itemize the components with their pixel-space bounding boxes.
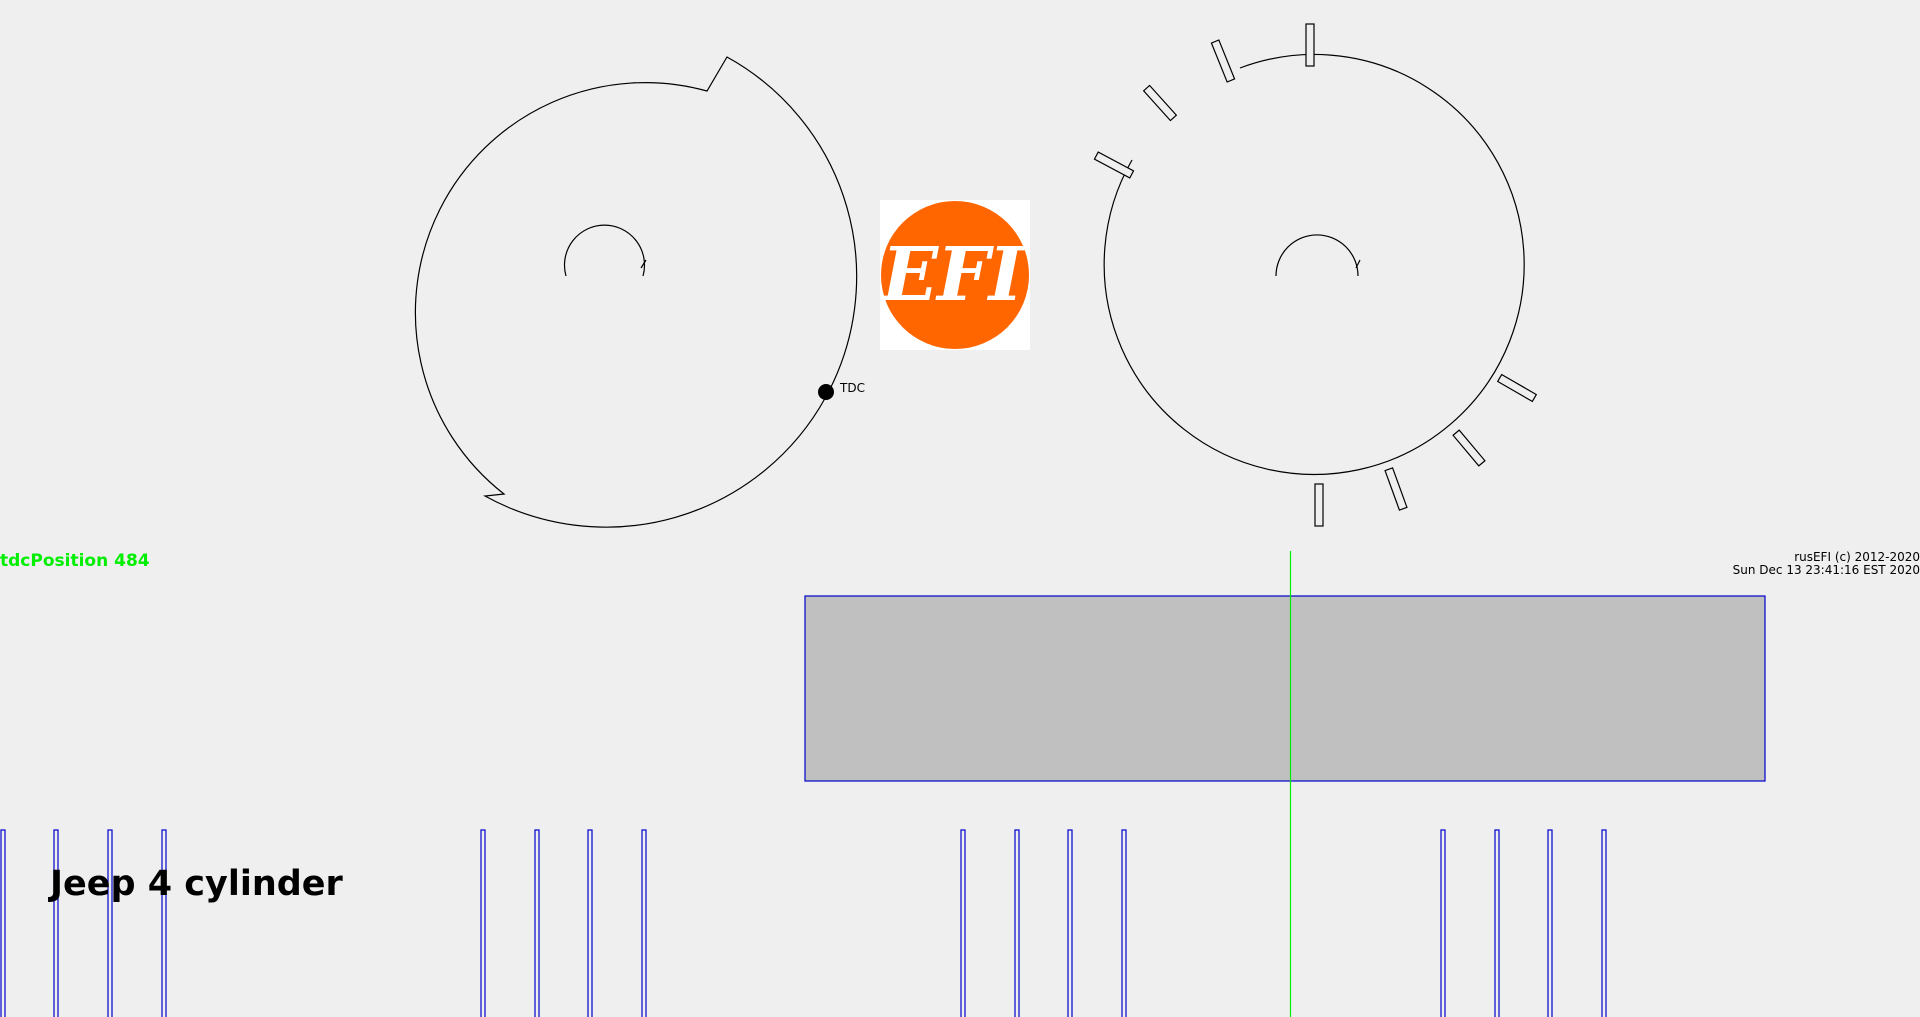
crank-pulse: [1601, 829, 1607, 1017]
crank-wheel-outline: [414, 56, 858, 528]
copyright-line: rusEFI (c) 2012-2020: [1794, 550, 1920, 564]
copyright: rusEFI (c) 2012-2020 Sun Dec 13 23:41:16…: [1733, 551, 1920, 577]
trigger-wheels: [414, 23, 1538, 528]
crank-pulse: [1067, 829, 1073, 1017]
crank-pulse: [587, 829, 593, 1017]
cam-rotation-arrow: [1275, 234, 1359, 277]
crank-pulse: [0, 829, 6, 1017]
cam-tooth: [1314, 483, 1324, 527]
tdc-label: TDC: [840, 381, 865, 395]
rusefi-logo: EFI: [880, 200, 1030, 350]
crank-wheel: [414, 56, 858, 528]
cam-tooth: [1142, 84, 1178, 122]
crank-pulse: [1121, 829, 1127, 1017]
cam-rotation-arrowhead: [1355, 259, 1361, 269]
crank-rotation-arrow: [563, 224, 646, 277]
crank-pulse: [534, 829, 540, 1017]
trigger-waveforms: [0, 551, 1766, 1017]
cam-tooth: [1210, 39, 1236, 83]
crank-pulse: [960, 829, 966, 1017]
crank-rotation-arrowhead: [640, 259, 647, 269]
crank-pulse: [1547, 829, 1553, 1017]
crank-pulse: [641, 829, 647, 1017]
crank-pulse: [107, 829, 113, 1017]
logo-circle: EFI: [881, 201, 1029, 349]
crank-pulse: [1494, 829, 1500, 1017]
timestamp: Sun Dec 13 23:41:16 EST 2020: [1732, 563, 1920, 577]
crank-pulse: [1440, 829, 1446, 1017]
logo-text: EFI: [881, 232, 1024, 318]
cam-tooth: [1496, 373, 1538, 403]
crank-pulse: [1014, 829, 1020, 1017]
cam-tooth: [1093, 151, 1135, 179]
tdc-marker: [818, 384, 834, 400]
cam-wheel: [1093, 23, 1538, 527]
cam-tooth: [1384, 467, 1408, 511]
crank-pulse: [480, 829, 486, 1017]
cam-wheel-outline: [1103, 53, 1525, 476]
crank-pulse: [53, 829, 59, 1017]
cam-signal-window: [804, 595, 1766, 782]
crank-signal: [0, 829, 1607, 1017]
cam-tooth: [1452, 429, 1486, 467]
cam-tooth: [1305, 23, 1315, 67]
trigger-name: Jeep 4 cylinder: [50, 864, 343, 904]
crank-pulse: [161, 829, 167, 1017]
tdc-position: tdcPosition 484: [0, 551, 150, 571]
